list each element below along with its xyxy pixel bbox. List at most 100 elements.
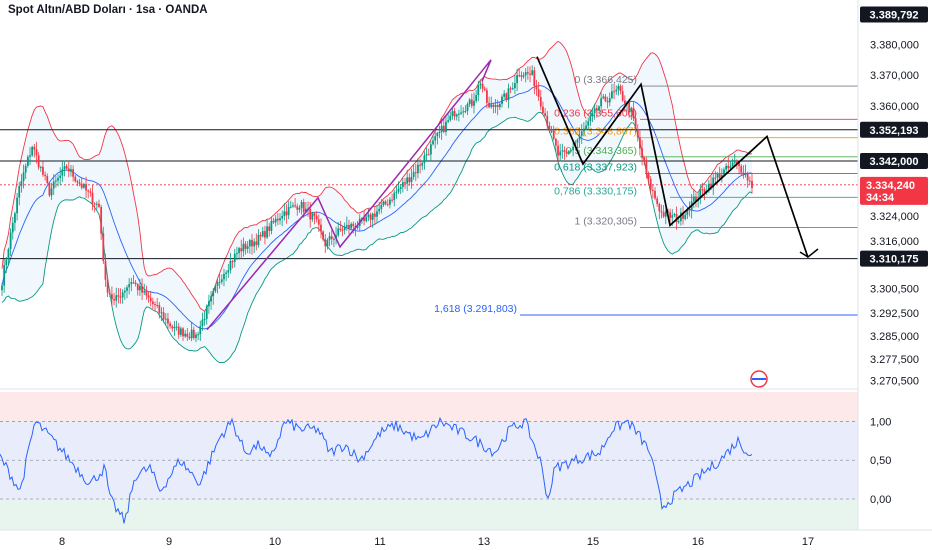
- candle-body: [636, 129, 639, 138]
- candle-body: [218, 281, 221, 283]
- candle-body: [292, 205, 294, 207]
- candle-body: [615, 89, 618, 92]
- candle-body: [106, 279, 109, 293]
- candle-body: [72, 169, 75, 177]
- candle-body: [386, 204, 389, 206]
- rsi-tick-1: 0,50: [870, 455, 891, 467]
- price-tick-7: 3.285,000: [870, 331, 919, 343]
- fib-label-0: 0 (3.366,425): [575, 74, 637, 86]
- candle-body: [158, 304, 161, 313]
- candle-body: [78, 182, 81, 184]
- candle-body: [324, 239, 327, 247]
- candle-body: [557, 145, 559, 156]
- candle-body: [281, 216, 284, 219]
- candle-body: [505, 93, 508, 101]
- candle-body: [533, 70, 536, 86]
- candle-body: [54, 180, 57, 182]
- candle-body: [167, 318, 169, 324]
- candle-body: [572, 146, 575, 151]
- candle-body: [639, 137, 641, 149]
- candle-body: [9, 232, 12, 249]
- candle-body: [589, 116, 592, 122]
- candle-body: [29, 155, 31, 157]
- candle-body: [550, 130, 553, 132]
- fib-label-1.618: 1,618 (3.291,803): [434, 303, 517, 315]
- candle-body: [236, 253, 238, 255]
- candle-body: [93, 203, 96, 205]
- candle-body: [82, 184, 85, 188]
- candle-body: [382, 201, 385, 205]
- candle-body: [654, 190, 656, 199]
- candle-body: [554, 138, 557, 146]
- projection-arrowhead: [799, 248, 819, 258]
- current-price-text: 3.334,240: [866, 180, 915, 192]
- candle-body: [367, 214, 370, 217]
- candle-body: [548, 125, 551, 131]
- candle-body: [104, 261, 107, 280]
- candle-body: [203, 318, 206, 320]
- candle-body: [111, 294, 113, 300]
- candle-body: [727, 165, 730, 169]
- candle-body: [481, 83, 484, 89]
- candle-body: [231, 261, 234, 263]
- candle-body: [257, 234, 260, 246]
- candle-body: [486, 90, 488, 103]
- candle-body: [406, 177, 409, 184]
- candle-body: [326, 239, 329, 247]
- candle-body: [121, 292, 124, 298]
- candle-body: [447, 120, 450, 122]
- candle-body: [255, 241, 258, 246]
- candle-body: [210, 296, 212, 302]
- candle-body: [175, 326, 178, 328]
- price-tick-5: 3.300,500: [870, 283, 919, 295]
- candle-body: [33, 146, 36, 150]
- level-tag-text-3: 3.310,175: [870, 254, 919, 266]
- candle-body: [289, 206, 292, 208]
- candle-body: [539, 96, 542, 107]
- candle-body: [11, 222, 14, 233]
- candle-body: [378, 208, 381, 212]
- candle-body: [701, 189, 704, 191]
- candle-body: [214, 285, 217, 292]
- candle-body: [220, 279, 223, 282]
- candle-body: [67, 168, 70, 172]
- candle-body: [80, 183, 83, 188]
- candle-body: [679, 212, 682, 222]
- candle-body: [720, 174, 723, 179]
- candle-body: [14, 213, 16, 223]
- candle-body: [582, 128, 585, 132]
- candle-body: [671, 215, 674, 218]
- candle-body: [707, 183, 710, 191]
- candle-body: [70, 169, 72, 172]
- candle-body: [350, 223, 353, 229]
- candle-body: [1, 285, 3, 291]
- candle-body: [276, 218, 279, 221]
- candle-body: [136, 284, 139, 291]
- candle-body: [742, 172, 745, 175]
- candle-body: [503, 93, 506, 97]
- candle-body: [20, 181, 23, 187]
- candle-body: [311, 213, 314, 220]
- candle-body: [608, 98, 611, 103]
- candle-body: [261, 231, 264, 237]
- candle-body: [330, 236, 333, 240]
- candle-body: [524, 72, 527, 76]
- candle-body: [317, 219, 320, 225]
- candle-body: [464, 111, 467, 113]
- candle-body: [164, 318, 167, 320]
- candle-body: [337, 228, 340, 236]
- candle-body: [363, 218, 365, 222]
- candle-body: [320, 224, 322, 232]
- candle-body: [240, 248, 243, 252]
- candle-body: [39, 166, 42, 168]
- candle-body: [173, 326, 176, 329]
- candle-body: [531, 70, 534, 75]
- candle-body: [7, 248, 10, 260]
- candle-body: [692, 196, 695, 202]
- level-tag-1: [860, 121, 928, 138]
- candle-body: [399, 187, 402, 189]
- candle-body: [466, 104, 469, 112]
- candle-body: [662, 212, 665, 217]
- candle-body: [643, 157, 646, 162]
